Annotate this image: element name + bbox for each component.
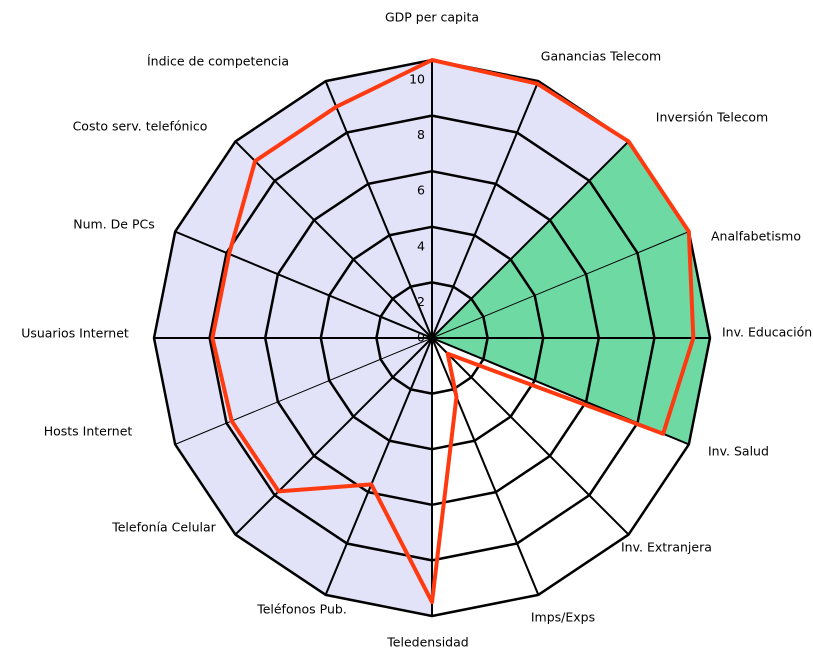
category-label: Inversión Telecom [656, 110, 768, 125]
tick-label: 0 [417, 330, 425, 345]
area [432, 141, 710, 445]
spoke [431, 80, 540, 339]
spoke [324, 337, 433, 596]
category-label: Ganancias Telecom [541, 49, 661, 64]
category-label: Teledensidad [386, 635, 468, 650]
category-label: GDP per capita [385, 10, 479, 25]
tick-label: 10 [409, 72, 425, 87]
category-label: Analfabetismo [711, 229, 801, 244]
category-label: Hosts Internet [44, 424, 133, 439]
spoke [174, 337, 433, 445]
spoke [431, 337, 540, 596]
category-label: Imps/Exps [531, 610, 595, 625]
tick-label: 6 [417, 183, 425, 198]
spoke [431, 337, 630, 536]
category-label: Usuarios Internet [21, 326, 129, 341]
category-label: Índice de competencia [147, 54, 289, 69]
series-line [210, 58, 696, 605]
spoke [431, 140, 630, 339]
spoke [234, 140, 433, 339]
spoke [234, 337, 433, 536]
category-label: Telefonía Celular [111, 520, 216, 535]
category-label: Costo serv. telefónico [73, 119, 208, 134]
tick-label: 8 [417, 127, 425, 142]
category-label: Num. De PCs [73, 217, 154, 232]
spoke [324, 80, 433, 339]
spoke [174, 230, 433, 339]
category-label: Teléfonos Pub. [256, 602, 347, 617]
category-label: Inv. Educación [722, 325, 812, 340]
tick-label: 2 [417, 294, 425, 309]
tick-label: 4 [417, 238, 425, 253]
category-label: Inv. Extranjera [621, 540, 712, 555]
spoke [431, 231, 690, 339]
category-label: Inv. Salud [708, 444, 769, 459]
